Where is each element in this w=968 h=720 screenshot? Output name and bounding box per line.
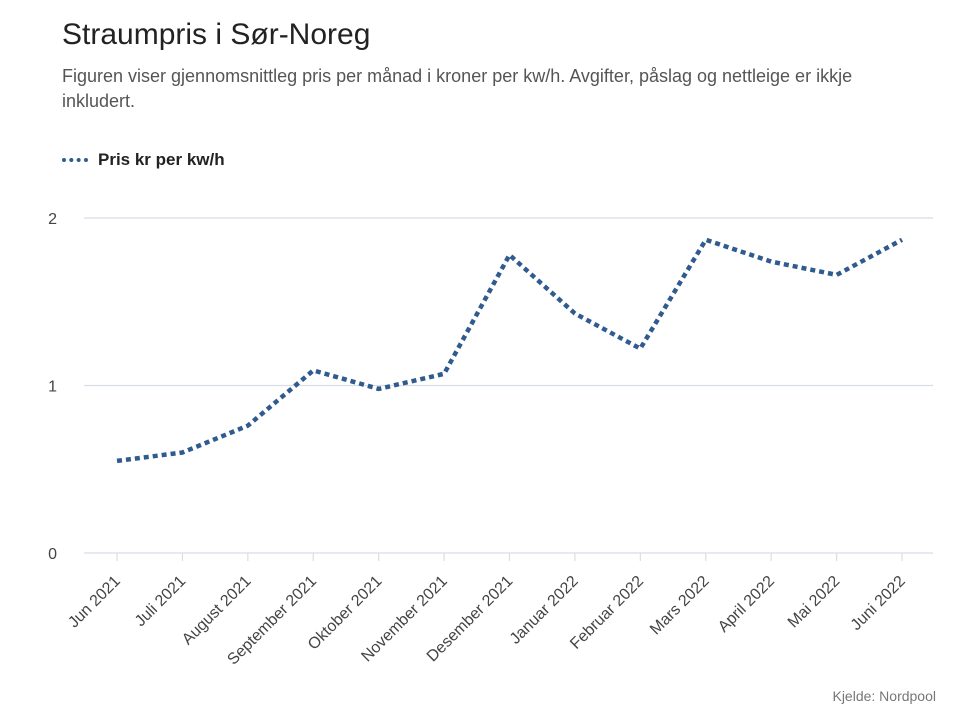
legend-label: Pris kr per kw/h xyxy=(98,150,225,169)
chart-subtitle: Figuren viser gjennomsnittleg pris per m… xyxy=(62,66,853,111)
x-tick-label: Mai 2022 xyxy=(785,573,844,632)
data-point xyxy=(442,372,446,376)
data-point xyxy=(704,238,708,242)
data-point xyxy=(246,424,250,428)
data-point xyxy=(638,347,642,351)
data-point xyxy=(508,253,512,257)
x-tick-label: Juli 2021 xyxy=(132,573,189,630)
source-credit: Kjelde: Nordpool xyxy=(832,688,936,704)
y-tick-label: 1 xyxy=(48,379,57,396)
data-point xyxy=(769,260,773,264)
data-point xyxy=(377,387,381,391)
data-point xyxy=(311,368,315,372)
x-tick-label: Mars 2022 xyxy=(647,573,713,639)
legend: Pris kr per kw/h xyxy=(62,150,225,170)
data-point xyxy=(835,273,839,277)
legend-swatch xyxy=(62,158,88,162)
chart-title: Straumpris i Sør-Noreg xyxy=(62,18,371,51)
y-tick-label: 2 xyxy=(48,211,57,228)
y-tick-label: 0 xyxy=(48,546,57,563)
data-point xyxy=(573,311,577,315)
data-point xyxy=(115,459,119,463)
data-point xyxy=(900,238,904,242)
data-point xyxy=(180,451,184,455)
series-line-pris xyxy=(116,237,904,464)
x-tick-label: Jun 2021 xyxy=(65,573,124,632)
x-tick-label: Juni 2022 xyxy=(848,573,909,634)
x-tick-label: April 2022 xyxy=(715,573,778,636)
